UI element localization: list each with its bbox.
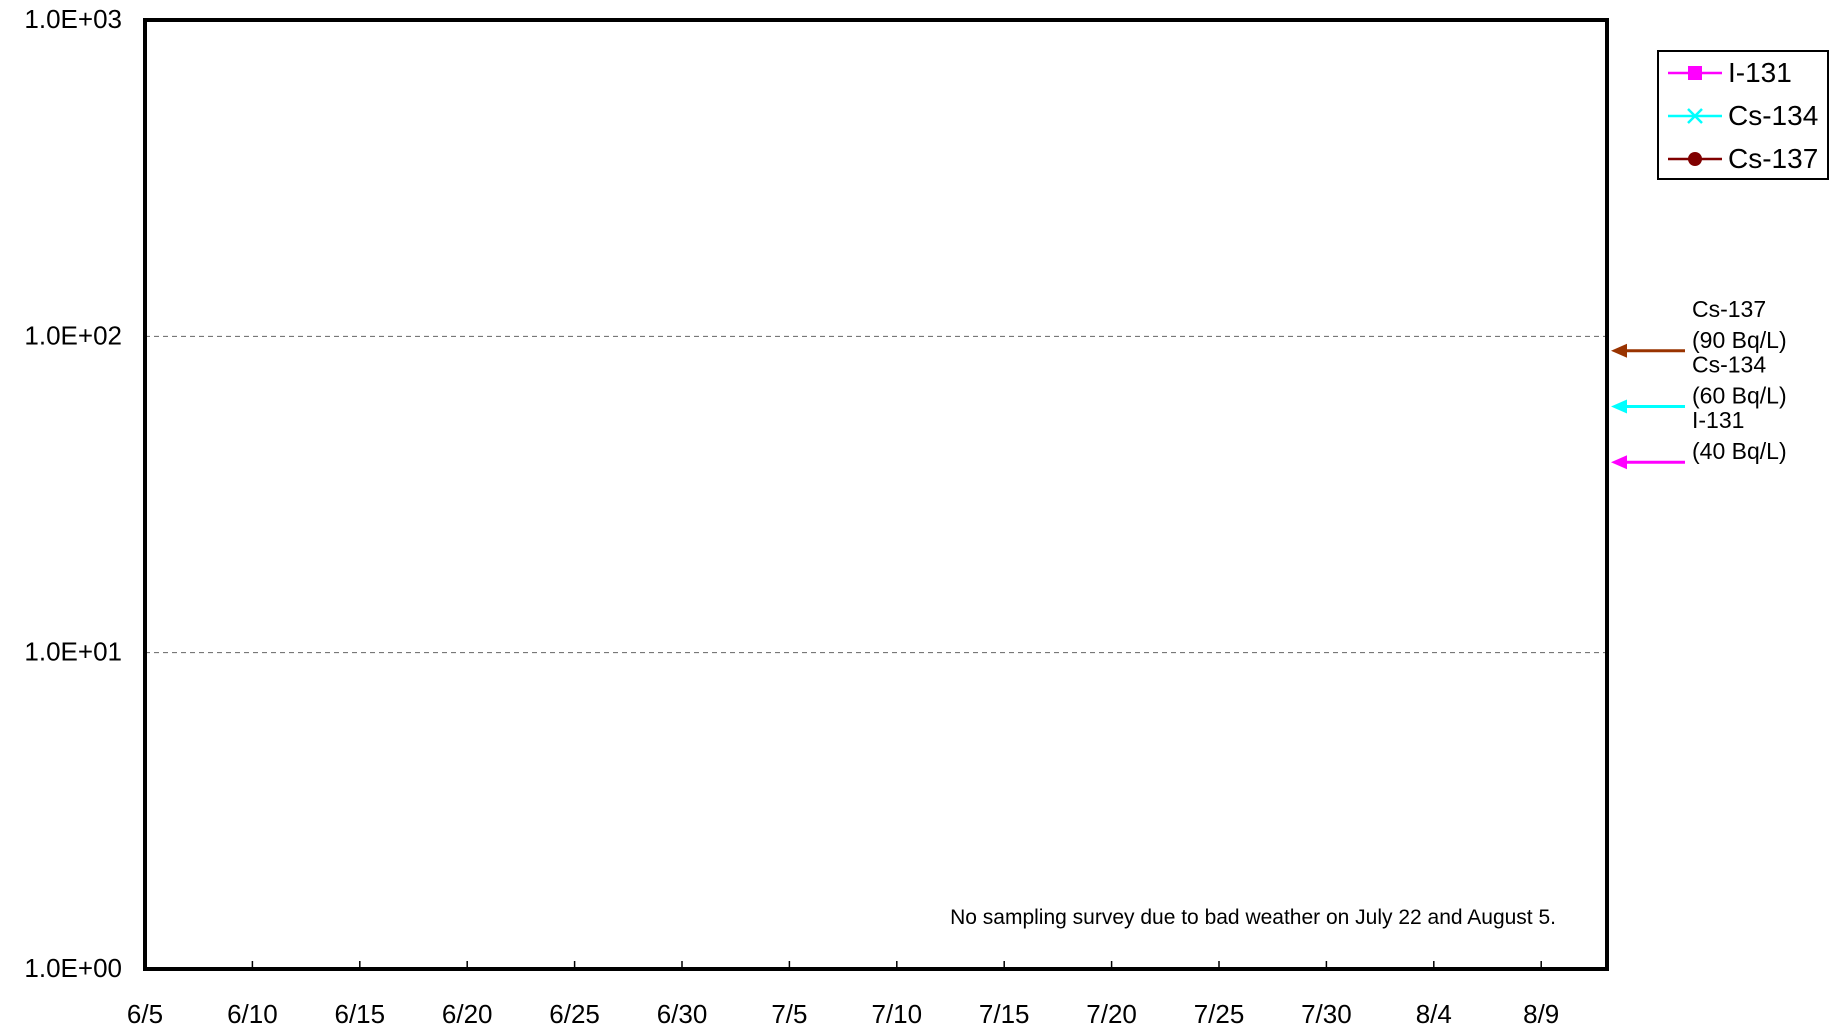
legend-label: Cs-137 [1728, 143, 1818, 174]
legend-entry: Cs-137 [1668, 143, 1818, 174]
limit-nuclide-label: I-131 [1692, 407, 1744, 433]
x-tick-label: 7/25 [1194, 999, 1245, 1029]
annotation-no-sampling: No sampling survey due to bad weather on… [950, 906, 1556, 929]
limit-arrow-head [1611, 343, 1627, 358]
legend-entry: I-131 [1668, 57, 1792, 88]
limit-markers: Cs-137 (90 Bq/L)Cs-134 (60 Bq/L)I-131 (40 B… [1611, 296, 1787, 470]
limit-value-label: (60 Bq/L) [1692, 383, 1787, 409]
limit-arrow-head [1611, 399, 1627, 414]
limit-marker-cs-137: Cs-137 (90 Bq/L) [1611, 296, 1787, 358]
x-tick-label: 7/30 [1301, 999, 1352, 1029]
x-tick-label: 6/20 [442, 999, 493, 1029]
x-tick-label: 8/4 [1416, 999, 1452, 1029]
x-tick-label: 8/9 [1523, 999, 1559, 1029]
x-tick-label: 7/10 [871, 999, 922, 1029]
limit-value-label: (40 Bq/L) [1692, 438, 1787, 464]
legend-marker-circle [1688, 152, 1702, 166]
x-tick-label: 7/15 [979, 999, 1030, 1029]
x-tick-label: 6/5 [127, 999, 163, 1029]
plot-area-frame [143, 18, 1609, 971]
x-tick-label: 6/30 [657, 999, 708, 1029]
x-tick-label: 7/20 [1086, 999, 1137, 1029]
limit-marker-i-131: I-131 (40 Bq/L) [1611, 407, 1787, 470]
limit-nuclide-label: Cs-137 [1692, 296, 1766, 322]
limit-arrow-head [1611, 455, 1627, 470]
x-axis: 6/5 6/10 6/15 6/20 6/25 6/30 7/5 7/10 7/15 7/20 7/… [127, 961, 1559, 1029]
x-tick-label: 6/25 [549, 999, 600, 1029]
y-axis: 1.0E+03 1.0E+02 1.0E+01 1.0E+00 [24, 4, 122, 983]
legend-entry: Cs-134 [1668, 100, 1818, 131]
x-tick-label: 6/15 [334, 999, 385, 1029]
y-tick-label: 1.0E+03 [24, 4, 122, 34]
grid-layer [145, 335, 1607, 654]
limit-value-label: (90 Bq/L) [1692, 327, 1787, 353]
legend: I-131 Cs-134 Cs-137 [1657, 50, 1829, 180]
legend-label: Cs-134 [1728, 100, 1818, 131]
legend-marker-x [1687, 108, 1703, 124]
y-tick-label: 1.0E+01 [24, 637, 122, 667]
y-tick-label: 1.0E+02 [24, 320, 122, 350]
legend-label: I-131 [1728, 57, 1792, 88]
limit-nuclide-label: Cs-134 [1692, 352, 1766, 378]
x-tick-label: 6/10 [227, 999, 278, 1029]
y-tick-label: 1.0E+00 [24, 953, 122, 983]
x-tick-label: 7/5 [771, 999, 807, 1029]
limit-marker-cs-134: Cs-134 (60 Bq/L) [1611, 352, 1787, 414]
legend-marker-square [1688, 66, 1702, 80]
